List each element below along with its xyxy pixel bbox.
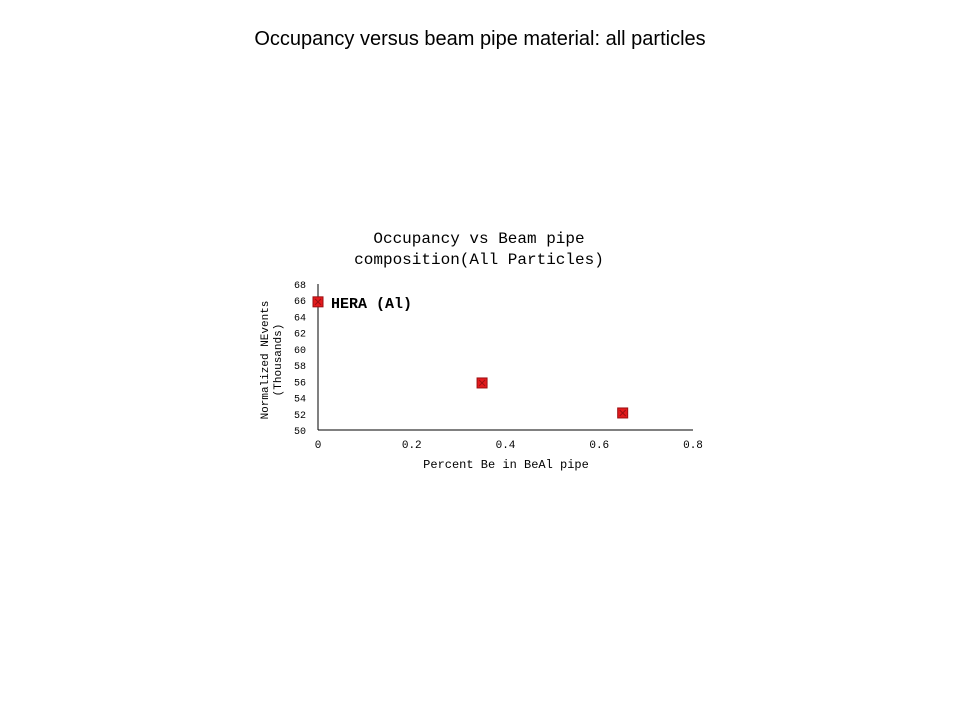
y-tick-label: 64 — [294, 313, 306, 324]
y-tick-label: 50 — [294, 427, 306, 438]
data-point — [476, 377, 488, 389]
y-axis-label-line-1: Normalized NEvents — [260, 301, 272, 420]
annotation-label: HERA (Al) — [331, 296, 412, 313]
x-tick-label: 0.6 — [589, 440, 609, 452]
data-point — [312, 296, 324, 308]
data-points — [312, 296, 629, 419]
y-tick-label: 52 — [294, 411, 306, 422]
y-tick-label: 62 — [294, 330, 306, 341]
y-tick-label: 58 — [294, 362, 306, 373]
chart-title-line-1: Occupancy vs Beam pipe — [373, 230, 584, 248]
slide-title: Occupancy versus beam pipe material: all… — [254, 28, 706, 50]
y-tick-label: 68 — [294, 281, 306, 292]
data-point — [617, 407, 629, 419]
axes — [317, 284, 693, 431]
y-tick-label: 54 — [294, 395, 306, 406]
y-axis-label: Normalized NEvents (Thousands) — [260, 301, 285, 420]
y-ticks: 50 52 54 56 58 60 62 64 66 68 — [294, 281, 306, 438]
chart-title-line-2: composition(All Particles) — [354, 251, 604, 269]
y-axis-label-line-2: (Thousands) — [273, 324, 285, 397]
x-axis-label-text: Percent Be in BeAl pipe — [423, 458, 589, 472]
x-ticks: 0 0.2 0.4 0.6 0.8 — [315, 440, 703, 452]
x-axis-label: Percent Be in BeAl pipe — [423, 458, 589, 472]
x-tick-label: 0 — [315, 440, 322, 452]
y-tick-label: 56 — [294, 378, 306, 389]
x-tick-label: 0.2 — [402, 440, 422, 452]
y-tick-label: 66 — [294, 297, 306, 308]
x-tick-label: 0.8 — [683, 440, 703, 452]
annotations: HERA (Al) — [331, 296, 412, 313]
chart-title: Occupancy vs Beam pipe composition(All Pa… — [354, 230, 604, 269]
y-tick-label: 60 — [294, 346, 306, 357]
x-tick-label: 0.4 — [496, 440, 516, 452]
